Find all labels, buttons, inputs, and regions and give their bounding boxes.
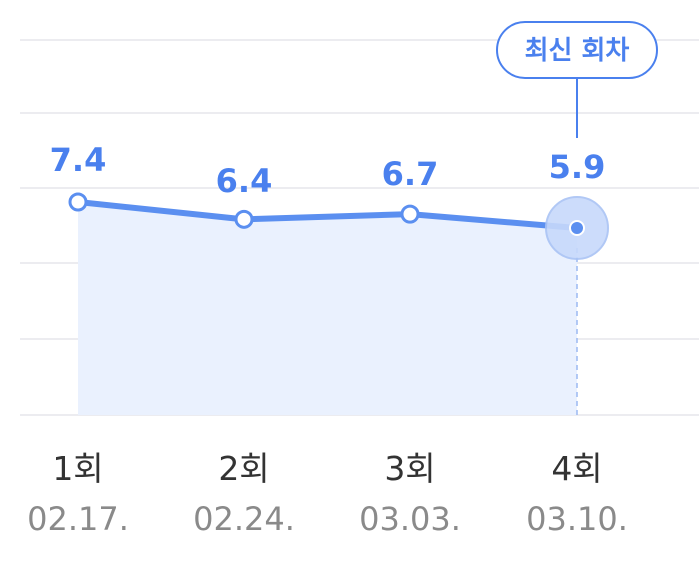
- x-tick-round: 3회: [384, 449, 435, 488]
- latest-callout: 최신 회차: [496, 21, 658, 138]
- area-fill: [78, 202, 577, 415]
- x-tick-date: 02.24.: [193, 500, 295, 538]
- data-point[interactable]: [400, 204, 420, 224]
- x-tick-round: 1회: [52, 449, 103, 488]
- data-point[interactable]: [234, 209, 254, 229]
- data-label: 6.4: [216, 162, 273, 200]
- data-label: 6.7: [382, 155, 439, 193]
- x-tick-date: 03.10.: [526, 500, 628, 538]
- data-point[interactable]: [569, 220, 585, 236]
- data-points: [68, 192, 609, 260]
- x-tick-round: 4회: [551, 449, 602, 488]
- x-tick-date: 03.03.: [359, 500, 461, 538]
- round-labels: 1회 2회 3회 4회: [52, 449, 602, 488]
- x-tick-date: 02.17.: [27, 500, 129, 538]
- callout-label: 최신 회차: [525, 36, 630, 66]
- callout-badge: [496, 21, 658, 79]
- data-label: 7.4: [50, 141, 107, 179]
- data-point[interactable]: [68, 192, 88, 212]
- x-tick-round: 2회: [218, 449, 269, 488]
- series-line: [75, 199, 580, 231]
- data-label: 5.9: [549, 148, 606, 186]
- date-labels: 02.17. 02.24. 03.03. 03.10.: [27, 500, 628, 538]
- data-labels: 7.4 6.4 6.7 5.9: [50, 141, 606, 200]
